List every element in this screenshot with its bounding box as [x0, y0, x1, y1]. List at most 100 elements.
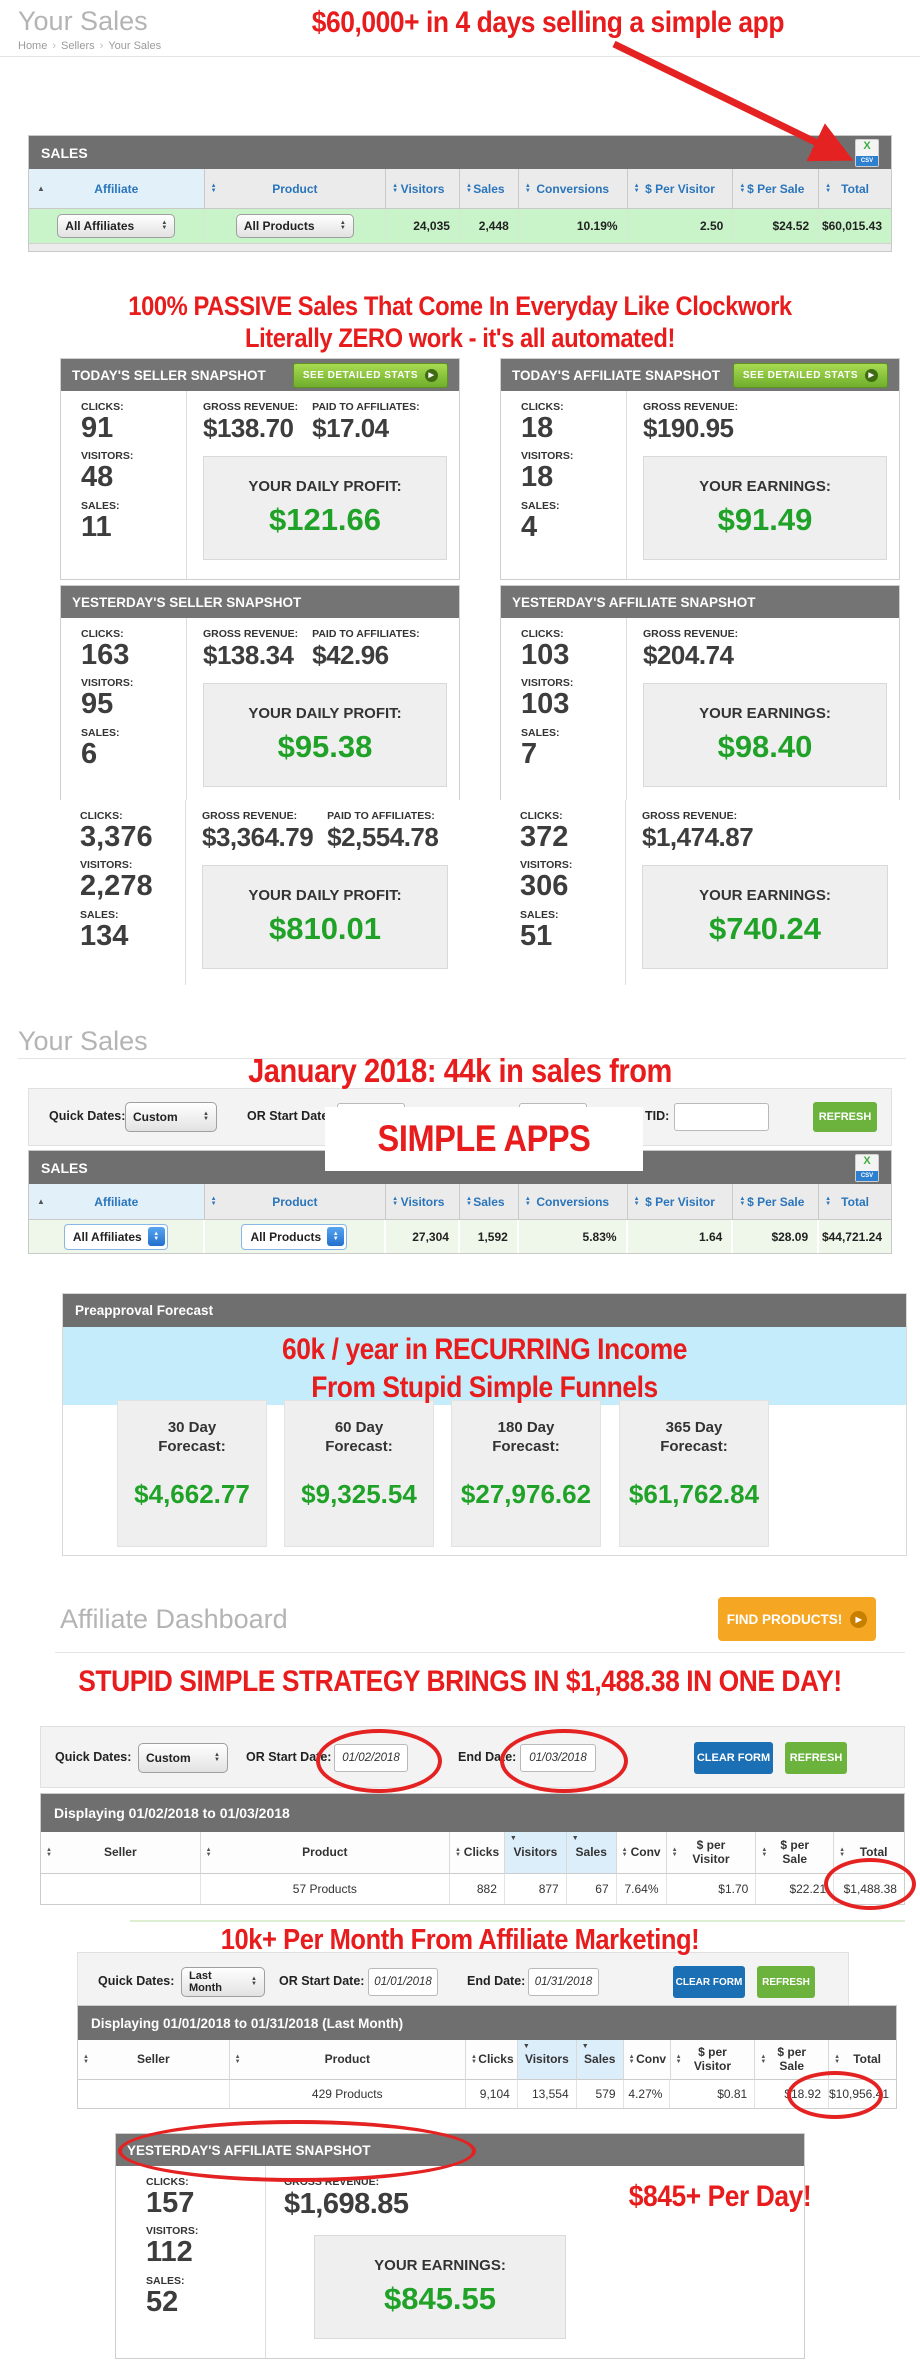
column-label: Clicks	[463, 1844, 500, 1859]
daily-profit-box: YOUR DAILY PROFIT: $810.01	[202, 865, 448, 969]
end-date-input[interactable]: 01/31/2018	[528, 1968, 599, 1996]
totals-seller-snapshot: CLICKS: 3,376 VISITORS: 2,278 SALES: 134…	[60, 800, 460, 985]
column-header-clicks[interactable]: ▲ ▼ Clicks	[466, 2040, 518, 2080]
csv-export-icon[interactable]: X CSV	[855, 1153, 879, 1182]
affiliate-dashboard-title: Affiliate Dashboard	[60, 1604, 288, 1634]
column-header-clicks[interactable]: ▲ ▼ Clicks	[450, 1832, 505, 1874]
sort-icon: ▲ ▼	[392, 1195, 399, 1207]
column-header-total[interactable]: ▲ ▼ Total	[829, 2040, 896, 2080]
column-header-conversions[interactable]: ▲ ▼ Conversions	[518, 169, 628, 209]
panel-header: TODAY'S AFFILIATE SNAPSHOT SEE DETAILED …	[501, 359, 899, 391]
breadcrumb-home[interactable]: Home	[18, 40, 48, 52]
column-header-product[interactable]: ▲ ▼ Product	[204, 169, 387, 209]
column-header-total[interactable]: ▲ ▼ Total	[834, 1832, 905, 1874]
column-label: Conversions	[536, 1194, 610, 1209]
column-header-affiliate[interactable]: ▲ Affiliate	[29, 169, 205, 209]
column-header-product[interactable]: ▲ ▼ Product	[204, 1184, 387, 1220]
column-header-conv[interactable]: ▲ ▼ Conv	[623, 2040, 671, 2080]
column-label: Conv	[630, 1844, 661, 1859]
cell-clicks: 882	[450, 1874, 505, 1904]
column-label: Seller	[103, 1844, 137, 1859]
see-detailed-stats-button[interactable]: SEE DETAILED STATS ▶	[292, 362, 448, 388]
sort-icon: ▲ ▼	[210, 1195, 217, 1207]
affiliate-filter-value: All Affiliates	[72, 1229, 142, 1244]
column-header-product[interactable]: ▲ ▼ Product	[229, 2040, 467, 2080]
column-header-per-sale[interactable]: ▲ ▼ $ per Sale	[756, 1832, 835, 1874]
column-header-per-visitor[interactable]: ▲ ▼ $ Per Visitor	[627, 1184, 734, 1220]
forecast-label-2: Forecast:	[660, 1437, 728, 1455]
column-header-sales[interactable]: ▼ Sales	[576, 2040, 624, 2080]
cell-conversions: 5.83%	[519, 1220, 628, 1253]
affiliate-table-1: Displaying 01/02/2018 to 01/03/2018 ▲ ▼ Se…	[40, 1793, 905, 1905]
revenue-column: GROSS REVENUE: $1,474.87 YOUR EARNINGS: $…	[626, 800, 900, 985]
annotation-recurring-1: 60k / year in RECURRING Income	[282, 1333, 687, 1366]
cell-total: $60,015.43	[821, 219, 882, 233]
forecast-box-180-day: 180 Day Forecast: $27,976.62	[451, 1400, 601, 1547]
quick-dates-select[interactable]: Custom ▲ ▼	[138, 1743, 228, 1773]
csv-export-icon[interactable]: X CSV	[855, 138, 879, 167]
find-products-button[interactable]: FIND PRODUCTS! ▶	[718, 1597, 876, 1641]
see-detailed-stats-button[interactable]: SEE DETAILED STATS ▶	[732, 362, 888, 388]
column-header-per-sale[interactable]: ▲ ▼ $ Per Sale	[733, 169, 820, 209]
column-header-sales[interactable]: ▲ ▼ Sales	[460, 1184, 519, 1220]
quick-dates-label: Quick Dates:	[55, 1750, 132, 1764]
column-header-per-visitor[interactable]: ▲ ▼ $ per Visitor	[670, 2040, 756, 2080]
column-label: Product	[302, 1844, 348, 1859]
sales-panel: SALES X CSV ▲ Affiliate ▲ ▼ Product ▲ ▼ Visit…	[28, 135, 892, 252]
column-header-sales[interactable]: ▲ ▼ Sales	[460, 169, 519, 209]
product-filter-select[interactable]: All Products ▲ ▼	[241, 1223, 348, 1250]
breadcrumb-sellers[interactable]: Sellers	[61, 40, 95, 52]
clicks-value: 157	[146, 2187, 195, 2219]
affiliate-filter-select[interactable]: All Affiliates ▲ ▼	[57, 214, 176, 238]
column-header-visitors[interactable]: ▲ ▼ Visitors	[386, 1184, 460, 1220]
stats-column: CLICKS: 372 VISITORS: 306 SALES: 51	[500, 800, 626, 985]
column-header-affiliate[interactable]: ▲ Affiliate	[29, 1184, 205, 1220]
column-header-per-visitor[interactable]: ▲ ▼ $ Per Visitor	[627, 169, 734, 209]
column-header-total[interactable]: ▲ ▼ Total	[819, 1184, 891, 1220]
divider	[18, 1058, 906, 1059]
table-caption: Displaying 01/02/2018 to 01/03/2018	[41, 1794, 904, 1832]
sort-icon: ▲ ▼	[839, 1846, 846, 1858]
quick-dates-select[interactable]: Custom ▲ ▼	[125, 1102, 217, 1132]
column-header-visitors[interactable]: ▼ Visitors	[504, 1832, 567, 1874]
column-header-seller[interactable]: ▲ ▼ Seller	[41, 1832, 201, 1874]
column-header-sales[interactable]: ▼ Sales	[566, 1832, 617, 1874]
revenue-column: GROSS REVENUE: $1,698.85 YOUR EARNINGS: $…	[266, 2166, 804, 2358]
column-header-seller[interactable]: ▲ ▼ Seller	[78, 2040, 230, 2080]
cell-total: $10,956.41	[828, 2087, 890, 2101]
column-header-product[interactable]: ▲ ▼ Product	[200, 1832, 451, 1874]
cell-sales: 579	[577, 2080, 624, 2108]
clear-form-button[interactable]: CLEAR FORM	[673, 1966, 745, 1998]
clicks-value: 18	[521, 412, 554, 444]
clear-form-button[interactable]: CLEAR FORM	[694, 1742, 773, 1774]
refresh-button[interactable]: REFRESH	[813, 1102, 877, 1132]
refresh-button[interactable]: REFRESH	[757, 1966, 815, 1998]
sort-icon: ▲ ▼	[628, 2053, 635, 2065]
cell-product: 429 Products	[230, 2080, 466, 2108]
end-date-input[interactable]: 01/03/2018	[520, 1744, 596, 1772]
visitors-label: VISITORS:	[520, 859, 573, 872]
column-label: $ Per Sale	[747, 1194, 805, 1209]
column-header-visitors[interactable]: ▼ Visitors	[517, 2040, 577, 2080]
column-header-conversions[interactable]: ▲ ▼ Conversions	[518, 1184, 628, 1220]
column-header-per-sale[interactable]: ▲ ▼ $ per Sale	[755, 2040, 830, 2080]
affiliate-filter-select[interactable]: All Affiliates ▲ ▼	[63, 1223, 168, 1250]
column-header-per-visitor[interactable]: ▲ ▼ $ per Visitor	[666, 1832, 757, 1874]
refresh-button[interactable]: REFRESH	[785, 1742, 847, 1774]
forecast-panel-header: Preapproval Forecast	[63, 1294, 906, 1327]
column-header-total[interactable]: ▲ ▼ Total	[819, 169, 891, 209]
start-date-input[interactable]: 01/02/2018	[334, 1744, 408, 1772]
cell-conv: 4.27%	[624, 2080, 671, 2108]
cell-visitors: 13,554	[518, 2080, 577, 2108]
column-header-conv[interactable]: ▲ ▼ Conv	[616, 1832, 667, 1874]
column-header-per-sale[interactable]: ▲ ▼ $ Per Sale	[733, 1184, 820, 1220]
quick-dates-select[interactable]: Last Month ▲ ▼	[181, 1967, 265, 1997]
earnings-value: $91.49	[717, 502, 813, 537]
tid-input[interactable]	[674, 1103, 769, 1131]
column-label: Conv	[636, 2051, 667, 2066]
revenue-column: GROSS REVENUE: $3,364.79 PAID TO AFFILIAT…	[186, 800, 460, 985]
product-filter-select[interactable]: All Products ▲ ▼	[235, 214, 354, 238]
sort-icon: ▲ ▼	[524, 1195, 531, 1207]
column-header-visitors[interactable]: ▲ ▼ Visitors	[386, 169, 460, 209]
start-date-input[interactable]: 01/01/2018	[368, 1968, 438, 1996]
